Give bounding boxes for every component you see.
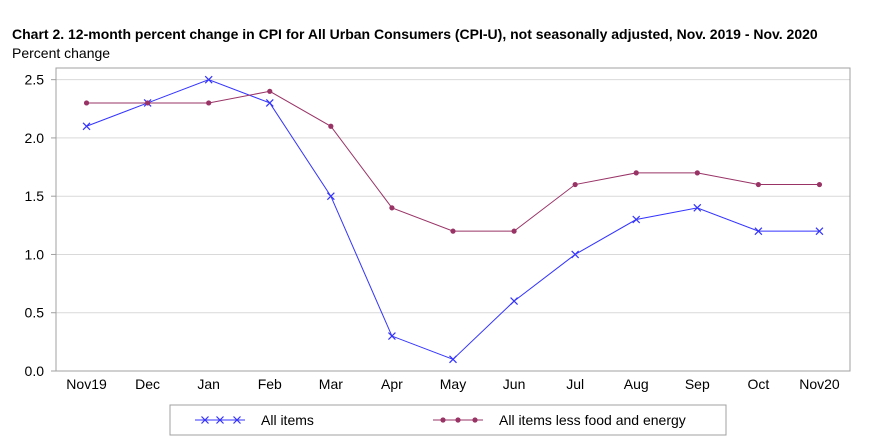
y-tick-label: 1.5 [25,188,45,204]
x-tick-label: Jan [197,376,220,392]
data-point [511,228,517,234]
data-point [204,75,213,84]
legend-marker [201,416,209,424]
data-point [82,122,91,131]
legend: All items All items less food and energy [169,404,727,436]
x-tick-label: Nov20 [799,376,840,392]
legend-marker [233,416,241,424]
chart-title: Chart 2. 12-month percent change in CPI … [12,26,818,42]
series-layer [82,75,824,364]
legend-label: All items less food and energy [499,412,686,428]
y-tick-label: 2.5 [25,72,45,88]
plot-area-border [55,67,851,372]
x-tick-label: Mar [319,376,343,392]
data-point [326,192,335,201]
legend-marker [455,417,461,423]
data-point [633,170,639,176]
x-tick-label: Nov19 [66,376,107,392]
series-line [86,79,820,360]
x-tick-label: Apr [381,376,403,392]
data-point [694,170,700,176]
legend-marker [440,417,446,423]
x-tick-label: May [440,376,466,392]
legend-marker [216,416,224,424]
data-point [387,332,396,340]
data-point [632,215,641,224]
data-point [450,228,456,234]
x-tick-label: Aug [624,376,649,392]
series-all-items [82,75,824,364]
legend-item: All items [195,412,314,428]
y-tick-label: 1.0 [25,246,45,262]
x-tick-label: Jun [503,376,526,392]
data-point [693,203,702,212]
y-axis-label: Percent change [12,45,111,61]
data-point [265,99,274,107]
x-tick-label: Dec [135,376,160,392]
y-tick-label: 0.0 [25,363,45,379]
legend-label: All items [261,412,314,428]
data-point [267,88,273,94]
y-tick-label: 0.5 [25,305,45,321]
data-point [449,355,457,364]
data-point [754,227,763,236]
y-tick-label: 2.0 [25,130,45,146]
data-point [572,181,578,188]
gridlines [56,79,850,314]
data-point [83,100,90,106]
data-point [755,181,761,188]
legend-marker [472,417,478,423]
data-point [510,297,519,306]
legend-item: All items less food and energy [433,412,686,428]
data-point [206,100,212,106]
x-tick-label: Feb [258,376,282,392]
series-core [83,88,823,234]
x-tick-label: Sep [685,376,710,392]
data-point [815,227,824,236]
data-point [816,181,823,188]
data-point [328,123,334,129]
data-point [571,250,580,259]
x-tick-label: Oct [747,376,769,392]
data-point [389,205,395,211]
x-axis-ticks: Nov19 Dec Jan Feb Mar Apr May Jun Jul Aug Sep Oct No… [66,376,840,392]
x-tick-label: Jul [566,376,584,392]
data-point [145,100,151,106]
y-axis-ticks: 0.0 0.5 1.0 1.5 2.0 2.5 [25,72,56,379]
series-line [86,90,820,232]
